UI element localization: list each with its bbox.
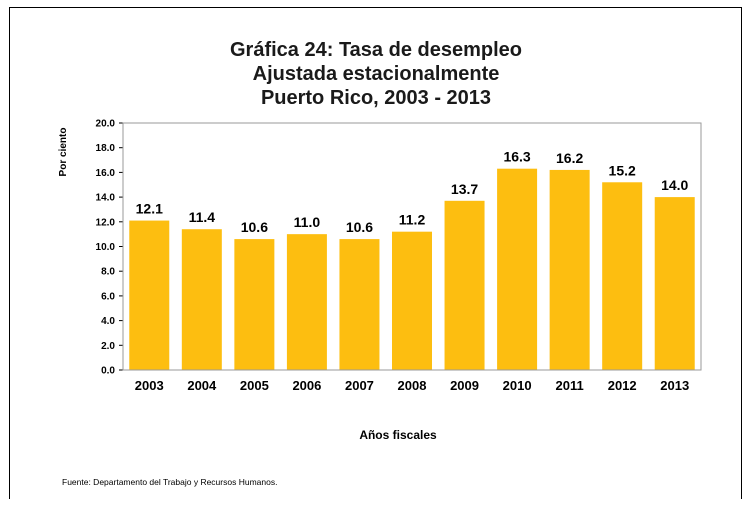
value-labels: 12.1 11.4 10.6 11.0 10.6 11.2 13.7 16.3 16.2 15.2… (136, 149, 689, 235)
value-label-2011: 16.2 (556, 150, 583, 166)
x-tick-label-2004: 2004 (187, 378, 217, 393)
y-tick-label: 4.0 (101, 316, 115, 327)
x-tick-label-2007: 2007 (345, 378, 374, 393)
x-tick-label-2010: 2010 (503, 378, 532, 393)
chart-title: Gráfica 24: Tasa de desempleo Ajustada e… (230, 39, 522, 109)
bar-2010 (497, 168, 538, 370)
bar-2012 (602, 182, 643, 370)
x-tick-label-2009: 2009 (450, 378, 479, 393)
x-axis-labels: 2003 2004 2005 2006 2007 2008 2009 2010 2011 2012… (135, 378, 689, 393)
y-axis-ticks: 0.0 2.0 4.0 6.0 8.0 10.0 12.0 14.0 16.0 18.0 20.0 (96, 119, 123, 377)
x-tick-label-2003: 2003 (135, 378, 164, 393)
chart-title-line-1: Gráfica 24: Tasa de desempleo (230, 39, 522, 61)
y-tick-label: 16.0 (96, 168, 116, 179)
bar-2007 (339, 239, 380, 370)
y-axis-title: Por ciento (58, 128, 69, 177)
value-label-2007: 10.6 (346, 219, 373, 235)
y-tick-label: 20.0 (96, 119, 116, 130)
bar-2009 (444, 200, 485, 370)
x-tick-label-2011: 2011 (556, 378, 584, 393)
y-tick-label: 12.0 (96, 217, 116, 228)
value-label-2004: 11.4 (189, 209, 216, 225)
chart-title-line-3: Puerto Rico, 2003 - 2013 (261, 87, 491, 109)
value-label-2003: 12.1 (136, 201, 163, 217)
y-tick-label: 0.0 (101, 366, 115, 377)
plot-area-border (122, 122, 702, 371)
value-label-2013: 14.0 (661, 177, 688, 193)
bar-2011 (549, 169, 590, 370)
x-tick-label-2013: 2013 (660, 378, 689, 393)
source-note: Fuente: Departamento del Trabajo y Recur… (62, 477, 277, 487)
bar-2004 (181, 229, 222, 370)
x-axis-title: Años fiscales (359, 428, 437, 442)
value-label-2005: 10.6 (241, 219, 268, 235)
value-label-2006: 11.0 (294, 214, 321, 230)
chart-frame (9, 7, 742, 499)
value-label-2010: 16.3 (503, 149, 530, 165)
y-tick-label: 8.0 (101, 267, 115, 278)
y-tick-label: 6.0 (101, 291, 115, 302)
bar-2005 (234, 239, 275, 370)
value-label-2009: 13.7 (451, 181, 478, 197)
x-tick-label-2006: 2006 (292, 378, 321, 393)
value-label-2008: 11.2 (399, 212, 426, 228)
x-tick-label-2005: 2005 (240, 378, 269, 393)
y-tick-label: 14.0 (96, 193, 116, 204)
bar-2008 (392, 231, 432, 370)
y-tick-label: 18.0 (96, 143, 116, 154)
value-label-2012: 15.2 (609, 162, 636, 178)
bar-2013 (654, 197, 695, 370)
bar-2006 (286, 234, 327, 370)
chart-title-line-2: Ajustada estacionalmente (253, 63, 500, 85)
y-tick-label: 2.0 (101, 341, 115, 352)
y-tick-label: 10.0 (96, 242, 116, 253)
bar-2003 (129, 220, 170, 370)
x-tick-label-2012: 2012 (608, 378, 637, 393)
x-tick-label-2008: 2008 (398, 378, 427, 393)
bars (129, 168, 695, 370)
